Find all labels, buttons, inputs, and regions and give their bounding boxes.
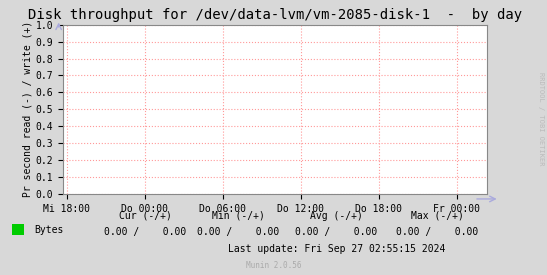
Text: Cur (-/+): Cur (-/+) xyxy=(119,211,171,221)
Text: Munin 2.0.56: Munin 2.0.56 xyxy=(246,260,301,270)
Text: Bytes: Bytes xyxy=(34,225,63,235)
Y-axis label: Pr second read (-) / write (+): Pr second read (-) / write (+) xyxy=(23,21,33,197)
Text: Max (-/+): Max (-/+) xyxy=(411,211,464,221)
Text: 0.00 /    0.00: 0.00 / 0.00 xyxy=(295,227,377,237)
Title: Disk throughput for /dev/data-lvm/vm-2085-disk-1  -  by day: Disk throughput for /dev/data-lvm/vm-208… xyxy=(28,8,522,22)
Text: Last update: Fri Sep 27 02:55:15 2024: Last update: Fri Sep 27 02:55:15 2024 xyxy=(228,244,445,254)
Text: Avg (-/+): Avg (-/+) xyxy=(310,211,363,221)
Text: 0.00 /    0.00: 0.00 / 0.00 xyxy=(397,227,479,237)
Text: Min (-/+): Min (-/+) xyxy=(212,211,264,221)
Text: RRDTOOL / TOBI OETIKER: RRDTOOL / TOBI OETIKER xyxy=(538,72,544,165)
Text: 0.00 /    0.00: 0.00 / 0.00 xyxy=(104,227,186,237)
Text: 0.00 /    0.00: 0.00 / 0.00 xyxy=(197,227,279,237)
